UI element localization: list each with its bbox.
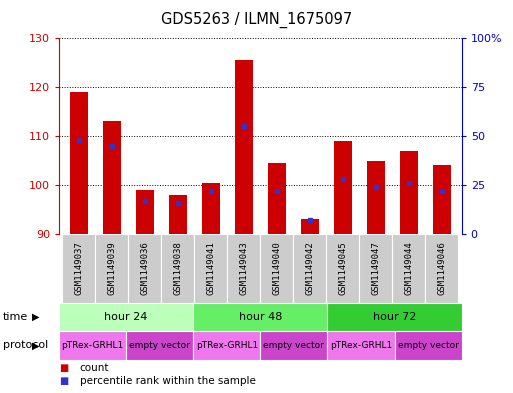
Text: count: count	[80, 363, 109, 373]
Text: pTRex-GRHL1: pTRex-GRHL1	[62, 341, 124, 350]
Bar	[392, 234, 425, 303]
Bar	[126, 331, 193, 360]
Bar	[193, 303, 327, 331]
Bar	[227, 234, 261, 303]
Bar	[425, 234, 459, 303]
Text: GDS5263 / ILMN_1675097: GDS5263 / ILMN_1675097	[161, 12, 352, 28]
Text: hour 72: hour 72	[373, 312, 416, 322]
Text: GSM1149039: GSM1149039	[107, 242, 116, 296]
Bar	[193, 331, 260, 360]
Text: percentile rank within the sample: percentile rank within the sample	[80, 376, 255, 386]
Text: protocol: protocol	[3, 340, 48, 351]
Text: hour 48: hour 48	[239, 312, 282, 322]
Text: ■: ■	[59, 376, 68, 386]
Text: ▶: ▶	[32, 312, 40, 322]
Bar	[95, 234, 128, 303]
Text: GSM1149036: GSM1149036	[141, 242, 149, 296]
Text: pTRex-GRHL1: pTRex-GRHL1	[330, 341, 392, 350]
Text: empty vector: empty vector	[129, 341, 190, 350]
Text: empty vector: empty vector	[264, 341, 324, 350]
Bar	[326, 234, 360, 303]
Bar	[136, 190, 154, 234]
Text: GSM1149042: GSM1149042	[305, 242, 314, 296]
Bar	[62, 234, 95, 303]
Text: GSM1149045: GSM1149045	[339, 242, 347, 296]
Bar	[169, 195, 187, 234]
Bar	[59, 331, 126, 360]
Text: GSM1149046: GSM1149046	[438, 242, 446, 296]
Bar	[367, 160, 385, 234]
Bar	[70, 92, 88, 234]
Bar	[202, 183, 220, 234]
Bar	[433, 165, 451, 234]
Text: GSM1149038: GSM1149038	[173, 242, 182, 296]
Text: pTRex-GRHL1: pTRex-GRHL1	[195, 341, 258, 350]
Text: GSM1149044: GSM1149044	[404, 242, 413, 296]
Bar	[161, 234, 194, 303]
Text: GSM1149040: GSM1149040	[272, 242, 281, 296]
Bar	[103, 121, 121, 234]
Text: hour 24: hour 24	[105, 312, 148, 322]
Bar	[360, 234, 392, 303]
Text: time: time	[3, 312, 28, 322]
Bar	[268, 163, 286, 234]
Bar	[394, 331, 462, 360]
Text: ▶: ▶	[32, 340, 40, 351]
Text: GSM1149037: GSM1149037	[74, 242, 83, 296]
Bar	[327, 331, 394, 360]
Text: empty vector: empty vector	[398, 341, 459, 350]
Bar	[327, 303, 462, 331]
Bar	[194, 234, 227, 303]
Bar	[128, 234, 161, 303]
Text: GSM1149047: GSM1149047	[371, 242, 380, 296]
Bar	[400, 151, 418, 234]
Bar	[59, 303, 193, 331]
Bar	[301, 219, 319, 234]
Text: GSM1149043: GSM1149043	[240, 242, 248, 296]
Bar	[235, 60, 253, 234]
Text: ■: ■	[59, 363, 68, 373]
Bar	[334, 141, 352, 234]
Bar	[293, 234, 326, 303]
Bar	[261, 234, 293, 303]
Bar	[260, 331, 327, 360]
Text: GSM1149041: GSM1149041	[206, 242, 215, 296]
